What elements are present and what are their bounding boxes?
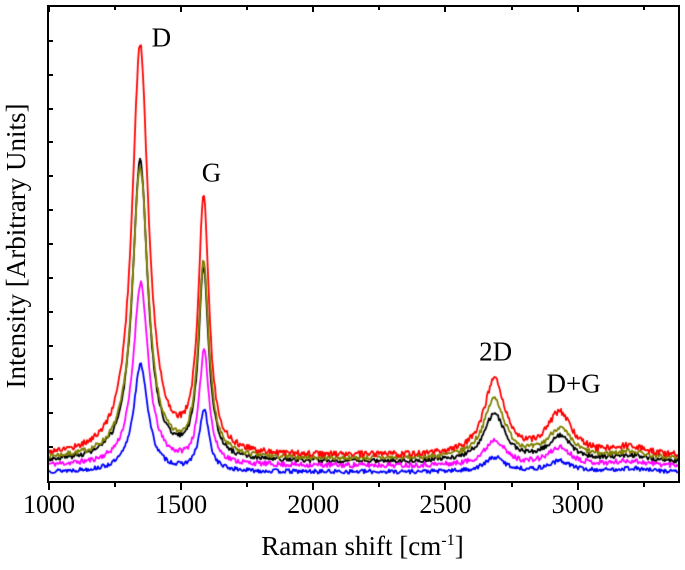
- y-minor-tick: [49, 344, 53, 347]
- x-axis-title: Raman shift [cm-1]: [48, 531, 677, 562]
- x-minor-tick: [378, 483, 381, 487]
- y-minor-tick: [49, 209, 53, 212]
- x-major-tick: [180, 483, 183, 490]
- peak-label-d-g: D+G: [546, 368, 601, 399]
- x-major-tick-top: [312, 7, 315, 12]
- x-major-tick-top: [180, 7, 183, 12]
- x-tick-label: 1500: [155, 490, 208, 519]
- x-major-tick-top: [48, 7, 50, 12]
- x-axis-title-superscript: -1: [441, 531, 455, 549]
- x-minor-tick-top: [510, 7, 513, 10]
- x-minor-tick: [246, 483, 249, 487]
- x-tick-label: 2000: [287, 490, 340, 519]
- y-minor-tick: [49, 175, 53, 178]
- x-tick-label: 3000: [551, 490, 604, 519]
- plot-area: [47, 5, 680, 483]
- x-major-tick: [312, 483, 315, 490]
- x-major-tick: [444, 483, 447, 490]
- x-minor-tick-top: [642, 7, 645, 10]
- y-minor-tick: [49, 39, 53, 42]
- y-minor-tick: [49, 276, 53, 279]
- y-minor-tick: [49, 73, 53, 76]
- x-minor-tick: [114, 483, 117, 487]
- peak-label-g: G: [201, 157, 222, 188]
- x-major-tick-top: [444, 7, 447, 12]
- x-major-tick-top: [576, 7, 579, 12]
- peak-label-2d: 2D: [479, 336, 513, 367]
- spectra-canvas: [49, 7, 678, 481]
- x-major-tick: [576, 483, 579, 490]
- x-major-tick: [48, 483, 50, 490]
- x-minor-tick-top: [246, 7, 249, 10]
- peak-label-d: D: [151, 22, 172, 53]
- x-minor-tick-top: [378, 7, 381, 10]
- x-axis-title-suffix: ]: [454, 531, 464, 561]
- y-minor-tick: [49, 243, 53, 245]
- x-tick-label: 2500: [419, 490, 472, 519]
- y-axis-title: Intensity [Arbitrary Units]: [1, 103, 31, 389]
- y-minor-tick: [49, 141, 53, 144]
- y-minor-tick: [49, 446, 53, 449]
- y-minor-tick: [49, 310, 53, 313]
- x-tick-label: 1000: [23, 490, 75, 519]
- x-minor-tick: [510, 483, 513, 487]
- y-minor-tick: [49, 378, 53, 381]
- x-minor-tick-top: [114, 7, 117, 10]
- y-minor-tick: [49, 412, 53, 415]
- x-minor-tick: [642, 483, 645, 487]
- y-minor-tick: [49, 107, 53, 110]
- x-axis-title-prefix: Raman shift [cm: [261, 531, 442, 561]
